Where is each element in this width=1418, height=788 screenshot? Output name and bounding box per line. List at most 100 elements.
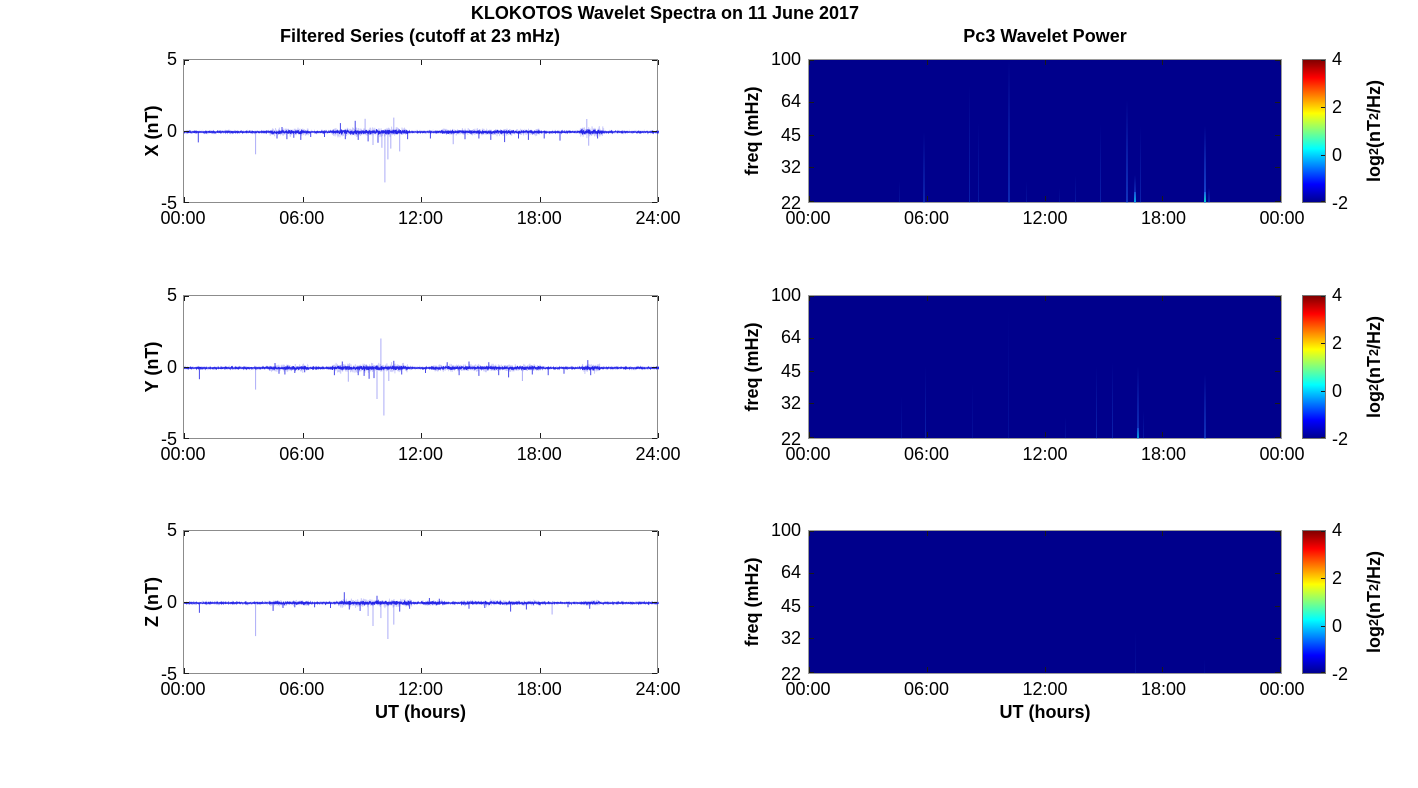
freq-axis-tick bbox=[1275, 296, 1280, 297]
y-axis-tick bbox=[184, 531, 189, 532]
x-axis-tick bbox=[184, 296, 185, 301]
freq-tick-label: 45 bbox=[780, 124, 801, 145]
timeseries-panel-z bbox=[183, 530, 659, 674]
y-axis-tick bbox=[184, 673, 189, 674]
freq-tick-label: 100 bbox=[770, 49, 801, 69]
colorbar-label-text: (nT bbox=[1363, 356, 1384, 384]
freq-axis-tick bbox=[809, 338, 814, 339]
freq-axis-tick bbox=[809, 437, 814, 438]
x-axis-tick bbox=[303, 531, 304, 536]
x-tick-label: 00:00 bbox=[1259, 444, 1305, 464]
x-axis-tick bbox=[809, 531, 810, 536]
x-tick-label: 00:00 bbox=[785, 679, 831, 699]
y-tick-label: 5 bbox=[166, 520, 177, 540]
wavelet-panel-x bbox=[808, 59, 1282, 203]
y-axis-label-z: Z (nT) bbox=[141, 577, 162, 627]
x-tick-label: 00:00 bbox=[160, 679, 206, 699]
x-tick-label: 06:00 bbox=[279, 444, 325, 464]
y-axis-tick bbox=[184, 438, 189, 439]
y-tick-label: -5 bbox=[160, 664, 177, 684]
x-axis-tick bbox=[1162, 296, 1163, 301]
timeseries-panel-x bbox=[183, 59, 659, 203]
x-axis-tick bbox=[303, 60, 304, 65]
x-axis-tick bbox=[1162, 667, 1163, 672]
y-tick-label: -5 bbox=[160, 193, 177, 213]
y-tick-label: 0 bbox=[166, 121, 177, 141]
freq-axis-tick bbox=[1275, 403, 1280, 404]
y-axis-tick bbox=[652, 602, 657, 603]
x-tick-label: 06:00 bbox=[903, 679, 950, 699]
x-axis-tick bbox=[421, 531, 422, 536]
colorbar-tick-label: -2 bbox=[1332, 429, 1349, 449]
power-streak bbox=[899, 181, 900, 203]
figure-title: KLOKOTOS Wavelet Spectra on 11 June 2017 bbox=[470, 3, 860, 23]
x-tick-label: 18:00 bbox=[516, 679, 562, 699]
x-axis-tick bbox=[927, 432, 928, 437]
freq-axis-label: freq (mHz) bbox=[741, 557, 762, 647]
wavelet-panel-z bbox=[808, 530, 1282, 674]
colorbar-label-text: (nT bbox=[1363, 591, 1384, 619]
freq-tick-label: 100 bbox=[770, 520, 801, 540]
x-axis-tick bbox=[927, 60, 928, 65]
power-streak bbox=[1135, 630, 1136, 674]
x-axis-tick bbox=[303, 296, 304, 301]
colorbar-tick bbox=[1321, 155, 1325, 156]
power-streak bbox=[1140, 125, 1141, 203]
x-axis-tick bbox=[927, 296, 928, 301]
x-tick-label: 12:00 bbox=[397, 444, 444, 464]
colorbar-tick-label: 0 bbox=[1332, 381, 1343, 401]
power-streak bbox=[1204, 125, 1206, 203]
x-axis-tick bbox=[1045, 432, 1046, 437]
colorbar-tick bbox=[1321, 391, 1325, 392]
x-axis-tick bbox=[658, 60, 659, 65]
x-axis-tick bbox=[1045, 296, 1046, 301]
colorbar-tick bbox=[1321, 60, 1325, 61]
x-tick-label: 18:00 bbox=[516, 444, 562, 464]
freq-tick-label: 32 bbox=[780, 393, 801, 414]
y-tick-label: 0 bbox=[166, 592, 177, 612]
x-tick-label: 06:00 bbox=[279, 679, 325, 699]
colorbar-tick-label: 4 bbox=[1332, 49, 1343, 69]
freq-tick-label: 22 bbox=[780, 193, 801, 213]
x-axis-tick bbox=[421, 296, 422, 301]
freq-axis-tick bbox=[809, 606, 814, 607]
y-axis-tick bbox=[184, 602, 189, 603]
x-axis-tick bbox=[809, 296, 810, 301]
x-axis-tick bbox=[303, 197, 304, 202]
freq-axis-tick bbox=[809, 638, 814, 639]
freq-tick-label: 22 bbox=[780, 664, 801, 684]
x-axis-tick bbox=[1162, 432, 1163, 437]
x-axis-tick bbox=[809, 60, 810, 65]
colorbar-tick-label: 2 bbox=[1332, 333, 1343, 353]
freq-axis-tick bbox=[809, 403, 814, 404]
colorbar-tick bbox=[1321, 343, 1325, 344]
colorbar-tick bbox=[1321, 626, 1325, 627]
colorbar-tick-label: 2 bbox=[1332, 97, 1343, 117]
freq-axis-tick bbox=[809, 672, 814, 673]
y-axis-tick bbox=[184, 202, 189, 203]
x-tick-label: 12:00 bbox=[1022, 444, 1068, 464]
x-axis-tick bbox=[658, 531, 659, 536]
freq-axis-tick bbox=[1275, 437, 1280, 438]
power-streak bbox=[1008, 308, 1009, 439]
freq-axis-tick bbox=[1275, 606, 1280, 607]
freq-axis-tick bbox=[809, 102, 814, 103]
colorbar-tick bbox=[1321, 107, 1325, 108]
power-streak-bright-base bbox=[1137, 428, 1139, 438]
x-axis-tick bbox=[540, 197, 541, 202]
x-axis-tick bbox=[1280, 667, 1281, 672]
x-tick-label: 18:00 bbox=[1140, 444, 1187, 464]
signal-trace bbox=[184, 364, 659, 372]
freq-axis-tick bbox=[1275, 531, 1280, 532]
power-streak bbox=[923, 131, 925, 203]
power-streak bbox=[1100, 124, 1101, 203]
x-axis-tick bbox=[1045, 196, 1046, 201]
colorbar-tick bbox=[1321, 437, 1325, 438]
x-axis-tick bbox=[1045, 60, 1046, 65]
freq-axis-tick bbox=[1275, 167, 1280, 168]
x-axis-tick bbox=[1280, 60, 1281, 65]
x-axis-tick bbox=[1280, 196, 1281, 201]
y-axis-tick bbox=[652, 60, 657, 61]
y-axis-tick bbox=[652, 438, 657, 439]
